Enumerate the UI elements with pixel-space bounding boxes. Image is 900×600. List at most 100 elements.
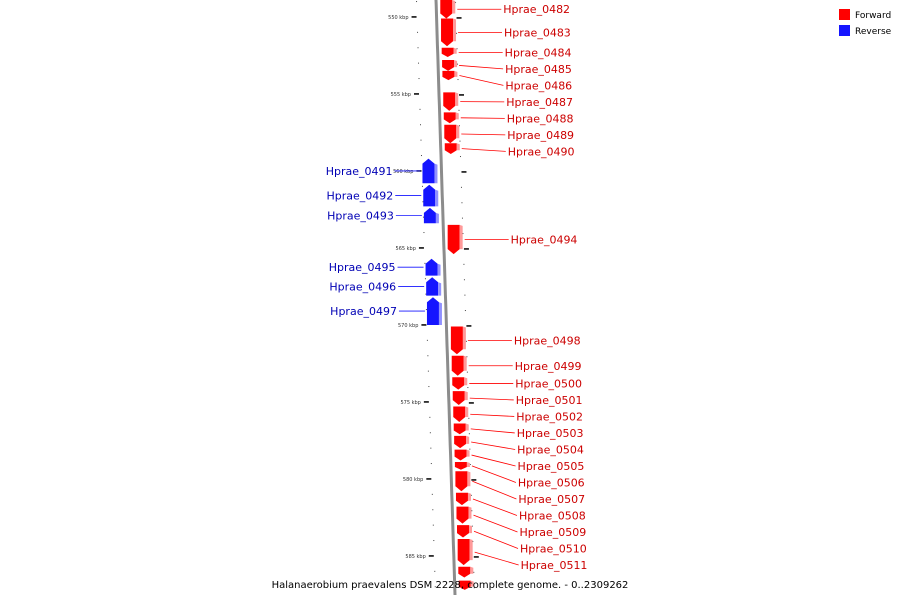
gene-label: Hprae_0493	[327, 210, 394, 223]
gene-side	[462, 326, 466, 350]
gene-leader-line	[473, 530, 519, 549]
gene-label: Hprae_0487	[506, 96, 573, 109]
gene-leader-line	[471, 465, 517, 483]
gene-leader-line	[474, 551, 519, 566]
gene-leader-line	[470, 413, 515, 417]
gene-feature	[452, 377, 468, 390]
gene-side	[466, 435, 470, 444]
gene-side	[469, 525, 473, 534]
gene-side	[463, 355, 467, 371]
gene-feature	[426, 297, 442, 325]
gene-side	[456, 143, 460, 151]
gene-body	[426, 277, 439, 296]
gene-body	[441, 18, 454, 47]
legend: Forward Reverse	[839, 9, 892, 37]
gene-body	[444, 143, 457, 154]
gene-label: Hprae_0489	[507, 129, 574, 142]
gene-body	[426, 297, 439, 325]
gene-side	[438, 302, 442, 325]
gene-side	[467, 492, 471, 501]
gene-body	[457, 539, 470, 566]
gene-side	[435, 212, 439, 224]
major-tick-label: 585 kbp	[405, 554, 425, 560]
gene-feature	[452, 391, 468, 406]
gene-side	[466, 449, 470, 457]
gene-label: Hprae_0509	[519, 526, 586, 539]
gene-body	[441, 47, 454, 57]
gene-label: Hprae_0502	[516, 410, 583, 423]
gene-side	[470, 566, 474, 574]
gene-leader-line	[471, 454, 516, 467]
gene-feature	[443, 112, 459, 124]
gene-body	[444, 124, 457, 144]
major-tick-label: 550 kbp	[388, 15, 408, 21]
gene-label: Hprae_0488	[507, 112, 574, 125]
major-tick-label: 555 kbp	[391, 92, 411, 98]
gene-body	[453, 406, 466, 422]
gene-feature	[451, 355, 467, 376]
gene-side	[455, 92, 459, 106]
gene-side	[453, 18, 457, 42]
gene-side	[470, 580, 474, 587]
gene-leader-line	[459, 75, 504, 86]
gene-body	[456, 506, 469, 524]
legend-reverse-swatch	[839, 25, 850, 36]
gene-leader-line	[461, 148, 506, 152]
gene-label: Hprae_0508	[519, 509, 586, 522]
gene-body	[454, 435, 467, 449]
gene-feature	[441, 47, 457, 57]
gene-leader-line	[472, 480, 517, 500]
gene-label: Hprae_0486	[505, 79, 572, 92]
gene-feature	[458, 580, 474, 590]
gene-body	[442, 70, 455, 81]
gene-side	[469, 539, 473, 561]
gene-feature	[453, 423, 469, 435]
genome-backbone	[434, 0, 457, 596]
gene-label: Hprae_0500	[515, 377, 582, 390]
gene-label: Hprae_0485	[505, 63, 572, 76]
gene-body	[455, 471, 468, 492]
genome-caption: Halanaerobium praevalens DSM 2228, compl…	[272, 580, 629, 591]
gene-feature	[450, 326, 466, 355]
gene-feature	[456, 506, 472, 524]
gene-body	[425, 258, 438, 276]
gene-label: Hprae_0507	[518, 493, 585, 506]
gene-feature	[457, 525, 473, 538]
gene-feature	[425, 258, 441, 276]
gene-side	[438, 282, 442, 296]
gene-body	[447, 224, 460, 255]
gene-side	[465, 423, 469, 431]
gene-body	[450, 326, 463, 355]
major-tick-label: 570 kbp	[398, 323, 418, 329]
gene-body	[454, 449, 467, 461]
gene-label: Hprae_0498	[514, 334, 581, 347]
gene-leader-line	[471, 441, 516, 450]
gene-side	[466, 462, 470, 468]
gene-leader-line	[472, 498, 518, 516]
gene-side	[434, 163, 438, 184]
major-tick-label: 575 kbp	[400, 400, 420, 406]
gene-label: Hprae_0505	[518, 460, 585, 473]
gene-label: Hprae_0490	[508, 145, 575, 158]
gene-feature	[455, 471, 471, 492]
gene-side	[459, 224, 463, 250]
gene-label: Hprae_0484	[505, 46, 572, 59]
gene-body	[423, 207, 436, 224]
gene-feature	[444, 124, 460, 144]
gene-feature	[454, 435, 470, 449]
gene-side	[464, 391, 468, 401]
gene-feature	[423, 184, 439, 207]
gene-side	[437, 263, 441, 276]
gene-labels: Hprae_0482 Hprae_0483 Hprae_0484 Hprae_0485…	[326, 3, 588, 572]
gene-side	[456, 124, 460, 139]
gene-leader-line	[459, 65, 504, 70]
gene-feature	[442, 60, 458, 71]
major-tick-label: 580 kbp	[403, 477, 423, 483]
gene-body	[422, 158, 435, 184]
gene-body	[442, 60, 455, 71]
gene-side	[465, 406, 469, 417]
gene-leader-line	[469, 397, 514, 401]
gene-feature	[444, 143, 460, 154]
gene-feature	[423, 207, 439, 224]
gene-label: Hprae_0483	[504, 26, 571, 39]
